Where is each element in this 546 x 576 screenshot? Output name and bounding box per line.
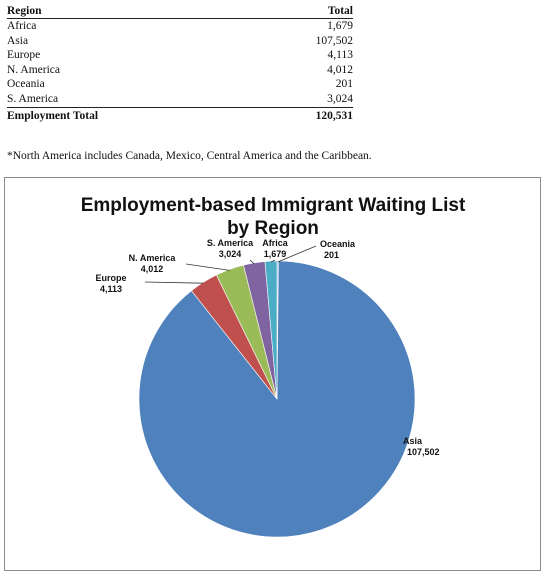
table-row: Africa 1,679	[7, 19, 353, 34]
slice-label-value-asia: 107,502	[407, 447, 440, 457]
region-table-block: Region Total Africa 1,679 Asia 107,502 E…	[7, 4, 353, 124]
chart-frame: Employment-based Immigrant Waiting List …	[4, 177, 541, 571]
row-region: Oceania	[7, 78, 45, 91]
header-total: Total	[252, 4, 353, 19]
pie-chart: Employment-based Immigrant Waiting List …	[81, 195, 466, 538]
table-header-row: Region Total	[7, 4, 353, 19]
row-total: 4,113	[327, 49, 353, 62]
row-total: 107,502	[315, 34, 353, 47]
footnote: *North America includes Canada, Mexico, …	[7, 150, 372, 162]
leader-line-europe	[144, 281, 204, 284]
slice-label-value-africa: 1,679	[264, 249, 287, 259]
leader-line-n-america	[185, 263, 230, 271]
slice-label-name-africa: Africa	[262, 238, 289, 248]
slice-label-name-n-america: N. America	[129, 253, 177, 263]
row-region: Africa	[7, 20, 37, 32]
row-total: 3,024	[252, 91, 353, 108]
leader-line-africa	[270, 259, 276, 263]
slice-label-name-europe: Europe	[95, 273, 126, 283]
table-row: Asia 107,502	[7, 34, 353, 49]
row-region: S. America	[7, 91, 253, 108]
pie-slices	[138, 260, 416, 538]
row-total: 1,679	[327, 20, 353, 32]
region-table: Region Total Africa 1,679 Asia 107,502 E…	[7, 4, 353, 124]
slice-label-name-asia: Asia	[403, 436, 423, 446]
row-region: N. America	[7, 63, 61, 76]
total-value: 120,531	[315, 109, 353, 122]
row-total: 4,012	[327, 63, 353, 76]
row-region: Asia	[7, 34, 29, 47]
total-label: Employment Total	[7, 109, 99, 122]
leader-line-s-america	[249, 259, 255, 265]
row-total: 201	[335, 78, 353, 91]
header-region: Region	[7, 4, 253, 19]
slice-label-name-s-america: S. America	[207, 238, 254, 248]
table-row: Europe 4,113	[7, 48, 353, 63]
slice-label-value-europe: 4,113	[100, 284, 122, 294]
slice-label-name-oceania: Oceania	[320, 239, 356, 249]
leader-line-oceania	[277, 245, 317, 263]
chart-title-line-1: Employment-based Immigrant Waiting List	[81, 195, 466, 216]
table-row: Oceania 201	[7, 77, 353, 92]
chart-title-line-2: by Region	[227, 218, 319, 239]
pie-slice-africa	[264, 260, 278, 400]
slice-label-value-oceania: 201	[324, 250, 339, 260]
slice-label-value-s-america: 3,024	[219, 249, 242, 259]
table-total-row: Employment Total 120,531	[7, 107, 353, 124]
table-row: N. America 4,012	[7, 63, 353, 78]
slice-label-value-n-america: 4,012	[141, 264, 164, 274]
row-region: Europe	[7, 49, 41, 62]
table-row: S. America 3,024	[7, 91, 353, 108]
